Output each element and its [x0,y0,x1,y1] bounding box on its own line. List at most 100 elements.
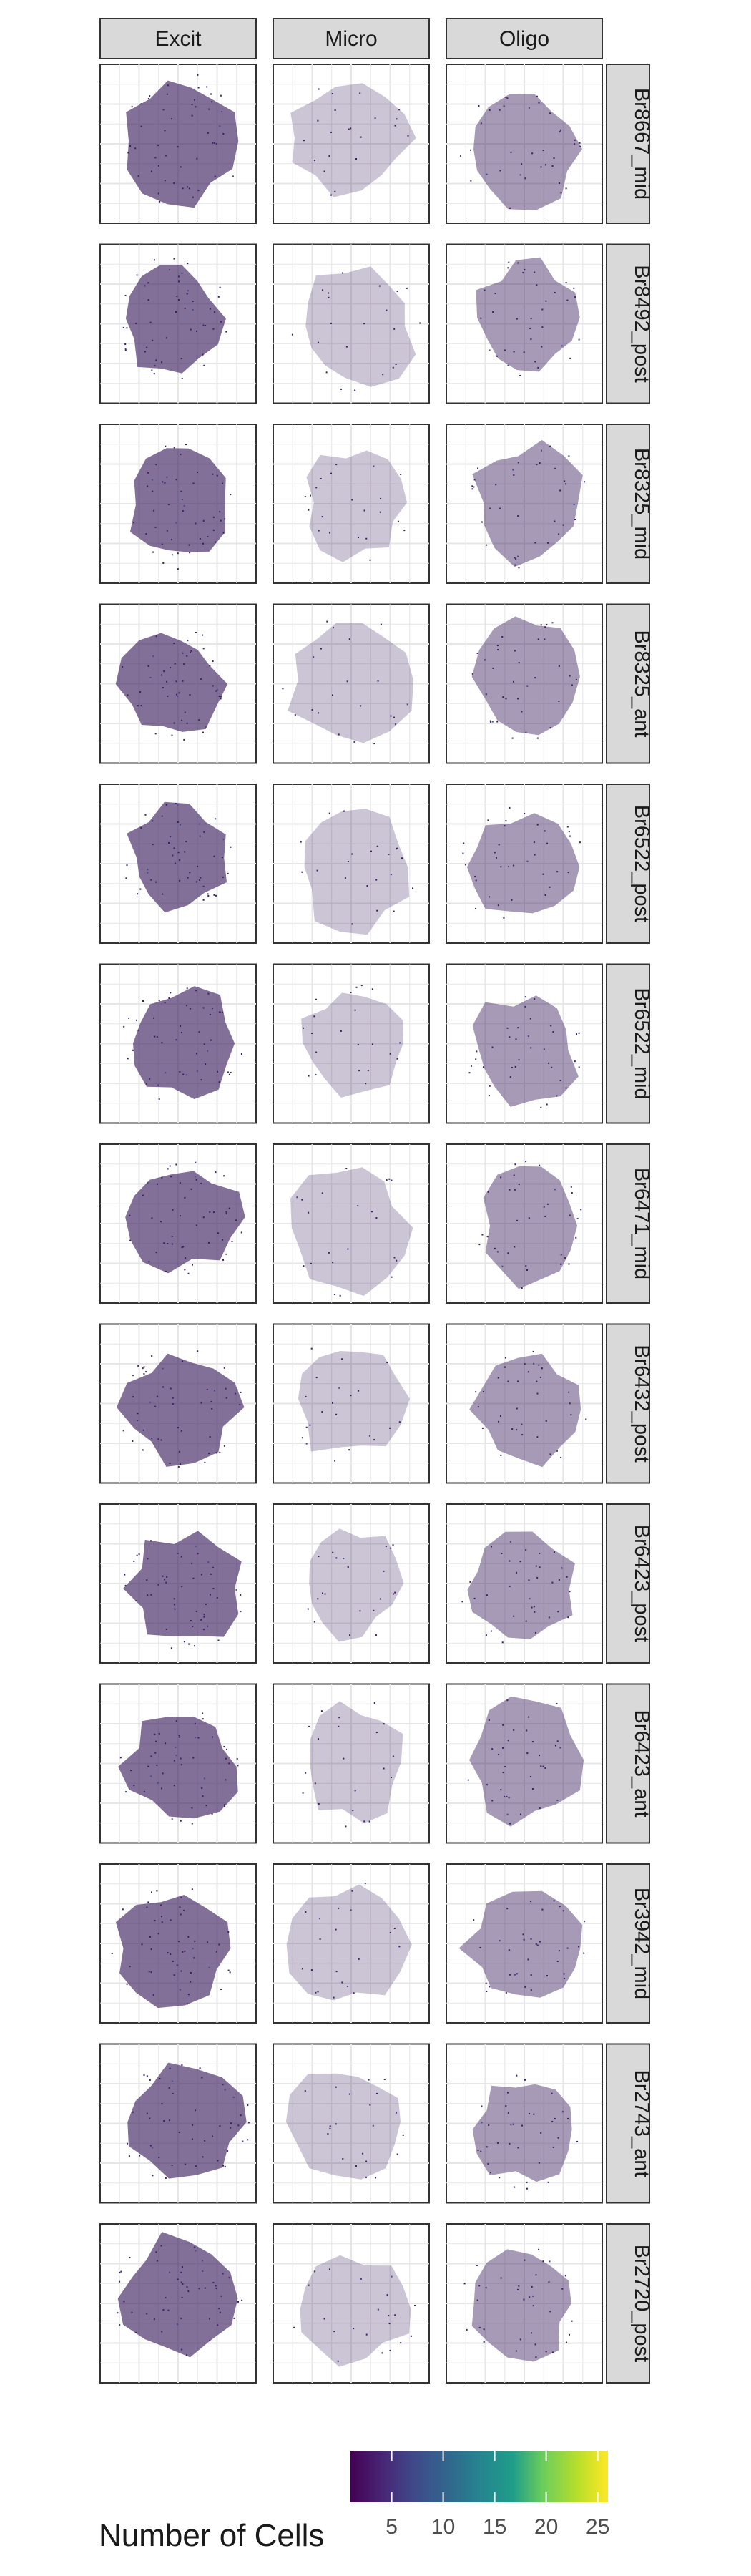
tissue-cell-density [467,1531,575,1639]
row-strips: Br8667_mid Br8492_post Br8325_mid Br8325_an… [606,64,653,2384]
panel-br6522-mid-excit [99,963,257,1124]
colorbar-tick: 15 [483,2451,506,2539]
tissue-cell-density [290,1167,413,1297]
colorbar-legend: Number of Cells 5 10 15 20 25 [99,2451,609,2553]
panel-br3942-mid-oligo [446,1863,603,2024]
panel-br8325-mid-oligo [446,424,603,584]
panel-br6423-ant-oligo [446,1683,603,1844]
cell-points [127,74,234,203]
cell-points [462,806,581,919]
panel-grid [446,1324,602,1483]
panel-grid [446,964,602,1123]
tissue-cell-density [126,80,239,208]
column-strip-micro: Micro [273,18,430,59]
row-label: Br8492_post [630,265,653,382]
row-strip-br6471-mid: Br6471_mid [606,1143,653,1304]
tissue-cell-density [127,2062,247,2179]
row-strip-br6522-post: Br6522_post [606,784,653,944]
tissue-cell-density [127,801,227,913]
cell-points [125,802,232,901]
colorbar-tick: 25 [586,2451,609,2539]
panel-br8667-mid-oligo [446,64,603,224]
row-strip-br8667-mid: Br8667_mid [606,64,653,224]
panel-grid [446,1504,602,1663]
colorbar [350,2451,608,2502]
panel-grid [273,2044,429,2203]
cell-points [129,1161,242,1274]
tissue-cell-density [123,1531,242,1637]
cell-points [124,1540,242,1649]
tissue-cell-density [310,1701,403,1824]
cell-points [463,2248,573,2358]
panel-br6423-post-excit [99,1503,257,1664]
panel-grid [446,604,602,763]
panel-br6471-mid-micro [273,1143,430,1304]
panel-grid [273,1684,429,1843]
row-label: Br6471_mid [630,1168,653,1279]
tissue-cell-density [458,1890,583,1998]
tissue-cell-density [466,813,580,914]
panel-grid [273,1864,429,2023]
cell-points [122,632,222,741]
cell-points [461,1541,571,1644]
row-strip-br6423-ant: Br6423_ant [606,1683,653,1844]
panel-br6522-post-micro [273,784,430,944]
panel-br2720-post-micro [273,2223,430,2384]
cell-points [307,1544,396,1636]
colorbar-tick-label: 5 [386,2515,398,2539]
panel-grid [273,64,429,223]
panel-br6432-post-oligo [446,1323,603,1484]
tissue-cell-density [301,992,404,1098]
tissue-cell-density [118,1717,238,1819]
cell-points [300,810,413,925]
panel-br2743-ant-micro [273,2043,430,2204]
tissue-cell-density [129,448,226,552]
row-label: Br6522_mid [630,987,653,1099]
row-strip-br6522-mid: Br6522_mid [606,963,653,1124]
tissue-cell-density [471,2249,571,2362]
cell-points [119,1712,239,1825]
tissue-cell-density [125,1171,245,1274]
cell-points [296,1168,398,1297]
tissue-cell-density [483,1166,578,1289]
tissue-cell-density [117,2232,238,2358]
panel-grid [273,964,429,1123]
row-label: Br2720_post [630,2245,653,2362]
panel-br3942-mid-micro [273,1863,430,2024]
cell-points [117,2245,243,2356]
panel-grid [446,244,602,404]
column-label: Oligo [499,27,549,51]
tissue-cell-density [473,94,582,210]
panel-br6522-post-oligo [446,784,603,944]
panel-grid [446,2044,602,2203]
tissue-cell-density [306,450,408,562]
cell-points [301,1347,401,1462]
panel-grid [446,1864,602,2023]
colorbar-tick-label: 10 [431,2515,455,2539]
tissue-cell-density [115,633,228,732]
panel-br6432-post-micro [273,1323,430,1484]
cell-points [468,996,580,1108]
panel-br8325-mid-excit [99,424,257,584]
row-label: Br6423_ant [630,1710,653,1818]
panel-br2720-post-excit [99,2223,257,2384]
cell-points [460,95,581,209]
cell-points [291,272,421,391]
panel-grid [446,784,602,943]
panel-br6522-mid-oligo [446,963,603,1124]
panel-grid [446,1144,602,1303]
cell-points [122,258,227,379]
column-strip-excit: Excit [99,18,257,59]
cell-points [478,1161,582,1289]
legend-title: Number of Cells [99,2518,324,2553]
panel-br6471-mid-excit [99,1143,257,1304]
panel-br3942-mid-excit [99,1863,257,2024]
facet-panels [99,64,603,2384]
row-strip-br2743-ant: Br2743_ant [606,2043,653,2204]
colorbar-tick-label: 15 [483,2515,506,2539]
column-label: Micro [325,27,377,51]
cell-points [303,88,409,196]
panel-grid [446,2224,602,2383]
panel-br6432-post-excit [99,1323,257,1484]
